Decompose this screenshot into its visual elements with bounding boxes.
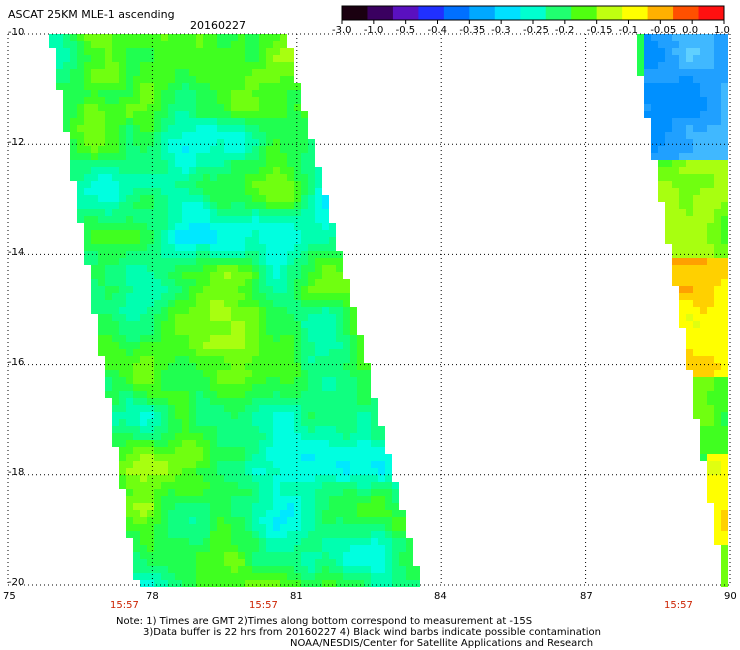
west-swath-field xyxy=(49,34,420,587)
lat-label-10: -10 xyxy=(8,27,25,38)
colorbar-swatch xyxy=(520,6,547,20)
colorbar-swatch xyxy=(392,6,419,20)
colorbar-label: -0.25 xyxy=(523,25,549,36)
product-title: ASCAT 25KM MLE-1 ascending xyxy=(8,8,175,21)
colorbar-swatch xyxy=(698,6,725,20)
note-line-1: Note: 1) Times are GMT 2)Times along bot… xyxy=(116,616,533,627)
lat-label-14: -14 xyxy=(8,247,25,258)
lon-label-84: 84 xyxy=(434,591,447,602)
colorbar-swatch xyxy=(367,6,394,20)
colorbar-label: -0.15 xyxy=(586,25,613,36)
colorbar-label: -0.5 xyxy=(395,25,416,36)
colorbar-label: -3.0 xyxy=(332,25,352,36)
east-swath-field xyxy=(637,34,728,587)
lon-label-87: 87 xyxy=(580,591,593,602)
colorbar-label: -0.05 xyxy=(650,25,677,36)
pass-time-2: 15:57 xyxy=(249,600,278,611)
lon-label-75: 75 xyxy=(3,591,16,602)
colorbar-label: -0.3 xyxy=(491,25,511,36)
product-date: 20160227 xyxy=(190,19,246,32)
colorbar-label: -0.35 xyxy=(459,25,486,36)
colorbar-swatch xyxy=(622,6,649,20)
lat-label-12: -12 xyxy=(8,137,25,148)
note-line-2: 3)Data buffer is 22 hrs from 20160227 4)… xyxy=(143,627,601,638)
pass-time-1: 15:57 xyxy=(110,600,139,611)
colorbar-label: -1.0 xyxy=(363,25,384,36)
colorbar-swatch xyxy=(596,6,623,20)
lon-label-81: 81 xyxy=(290,591,303,602)
colorbar-label: -0.2 xyxy=(554,25,575,36)
colorbar-swatch xyxy=(494,6,521,20)
colorbar-swatch xyxy=(342,6,368,20)
colorbar-label: -0.4 xyxy=(427,25,448,36)
lat-label-16: -16 xyxy=(8,357,25,368)
pass-time-3: 15:57 xyxy=(664,600,693,611)
note-line-3: NOAA/NESDIS/Center for Satellite Applica… xyxy=(290,638,594,649)
colorbar-label: 0.0 xyxy=(682,25,699,36)
colorbar-swatch xyxy=(545,6,572,20)
colorbar-swatch xyxy=(647,6,674,20)
colorbar-swatch xyxy=(571,6,598,20)
colorbar-swatch xyxy=(673,6,700,20)
colorbar-swatch xyxy=(443,6,470,20)
lat-label-20: -20 xyxy=(8,577,25,588)
colorbar-swatch xyxy=(469,6,496,20)
colorbar-swatch xyxy=(418,6,445,20)
lat-label-18: -18 xyxy=(8,467,25,478)
colorbar-label: -0.1 xyxy=(618,25,639,36)
colorbar-label: 1.0 xyxy=(714,25,730,36)
lon-label-78: 78 xyxy=(146,591,159,602)
lon-label-90: 90 xyxy=(724,591,737,602)
